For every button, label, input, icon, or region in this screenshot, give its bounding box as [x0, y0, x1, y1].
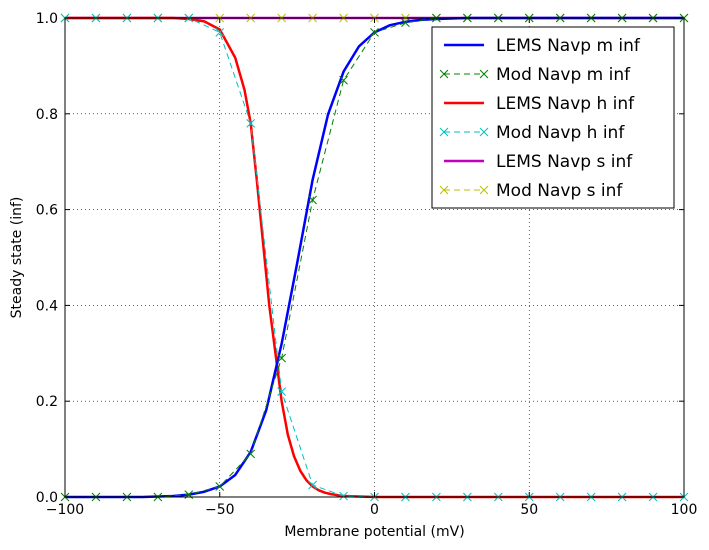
legend-marker-stroke-b	[479, 185, 489, 195]
legend-marker-stroke-b	[439, 127, 449, 137]
data-point-stroke-b	[401, 18, 410, 28]
data-point-stroke-b	[277, 353, 287, 363]
legend-label: Mod Navp s inf	[496, 181, 623, 201]
data-point-stroke-b	[246, 119, 256, 128]
legend-marker-stroke-b	[439, 185, 449, 195]
x-tick-label: 0	[370, 502, 379, 518]
legend-marker-stroke-b	[479, 127, 489, 137]
legend-item: LEMS Navp m inf	[444, 36, 641, 56]
data-point-stroke-b	[308, 195, 317, 205]
legend-label: Mod Navp h inf	[496, 123, 625, 143]
legend-item: Mod Navp h inf	[439, 123, 625, 143]
legend-marker	[479, 127, 489, 137]
y-tick-label: 0.8	[36, 107, 58, 123]
x-tick-label: −100	[46, 502, 84, 518]
y-tick-label: 0.0	[36, 490, 58, 506]
legend-marker	[479, 185, 489, 195]
data-point	[370, 28, 379, 37]
data-point	[401, 18, 410, 28]
legend-item: Mod Navp s inf	[439, 181, 623, 201]
legend-box	[431, 26, 675, 209]
data-point-stroke-b	[308, 480, 317, 490]
legend-item: Mod Navp m inf	[439, 65, 631, 85]
legend-marker	[439, 185, 449, 195]
y-tick-label: 0.4	[36, 298, 58, 314]
legend-item: LEMS Navp s inf	[444, 152, 633, 172]
legend-marker	[439, 127, 449, 137]
legend-label: LEMS Navp h inf	[496, 94, 635, 114]
data-point	[308, 195, 317, 205]
legend-item: LEMS Navp h inf	[444, 94, 635, 114]
axis-ticks: −100 −50 0 50 100 0.0 0.2 0.4 0.6 0.8 1.0	[36, 11, 698, 518]
data-point-stroke-b	[277, 387, 287, 396]
data-point	[215, 28, 225, 37]
data-point	[277, 353, 287, 363]
legend-marker-stroke-b	[479, 69, 489, 79]
y-tick-label: 1.0	[36, 11, 58, 27]
data-point-stroke-b	[215, 28, 225, 37]
data-point	[308, 480, 317, 490]
x-tick-label: 50	[520, 502, 538, 518]
data-point	[246, 449, 256, 459]
data-point-stroke-b	[339, 75, 348, 85]
data-point-stroke-b	[339, 491, 348, 501]
legend-marker-stroke-b	[439, 69, 449, 79]
x-tick-label: 100	[671, 502, 698, 518]
legend-marker	[479, 69, 489, 79]
x-tick-label: −50	[205, 502, 235, 518]
data-point	[339, 75, 348, 85]
legend: LEMS Navp m inf Mod Navp m inf LEMS Navp h…	[431, 26, 675, 209]
data-point	[215, 482, 225, 491]
legend-label: LEMS Navp s inf	[496, 152, 633, 172]
y-tick-label: 0.6	[36, 203, 58, 219]
data-point-stroke-b	[370, 28, 379, 37]
data-point	[339, 491, 348, 501]
legend-marker	[439, 69, 449, 79]
data-point-stroke-b	[215, 482, 225, 491]
x-axis-label: Membrane potential (mV)	[284, 524, 464, 540]
legend-label: LEMS Navp m inf	[496, 36, 641, 56]
y-axis-label: Steady state (inf)	[9, 197, 25, 319]
data-point	[246, 119, 256, 128]
data-point	[277, 387, 287, 396]
y-tick-label: 0.2	[36, 394, 58, 410]
legend-label: Mod Navp m inf	[496, 65, 631, 85]
data-point-stroke-b	[246, 449, 256, 459]
